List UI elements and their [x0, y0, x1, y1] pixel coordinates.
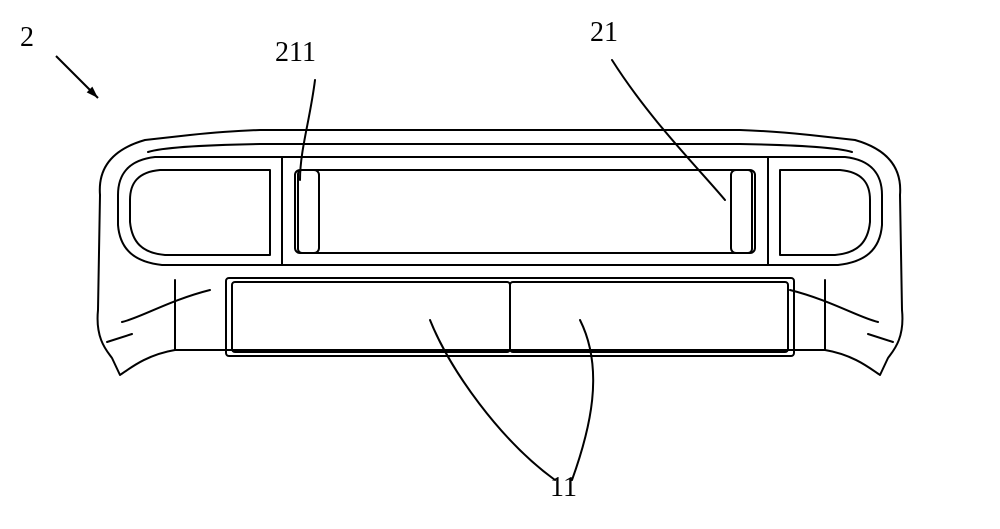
bumper-left-side: [98, 195, 175, 375]
bumper-lower-lip: [122, 290, 878, 322]
bumper-under-grille-sides: [175, 280, 825, 350]
leader-panel-11-right: [572, 320, 593, 480]
bumper-corner-notch-right: [868, 334, 893, 342]
headlight-right-inner: [780, 170, 870, 255]
lower-panel-right: [510, 282, 788, 352]
grille-frame-outer: [282, 157, 768, 265]
bumper-top-inner-edge: [148, 144, 852, 152]
lower-panel-left: [232, 282, 510, 352]
label-slot_ref: 211: [275, 37, 316, 69]
label-main_body_ref: 21: [590, 17, 618, 49]
patent-figure: [0, 0, 1000, 529]
grille-frame-inner: [298, 170, 752, 253]
headlight-right-outer: [768, 157, 882, 265]
bumper-right-side: [825, 195, 902, 375]
leader-panel-11-left: [430, 320, 555, 480]
label-assembly_ref: 2: [20, 22, 34, 54]
bumper-corner-notch-left: [107, 334, 132, 342]
headlight-left-inner: [130, 170, 270, 255]
label-lower_panel_ref: 11: [550, 472, 577, 504]
